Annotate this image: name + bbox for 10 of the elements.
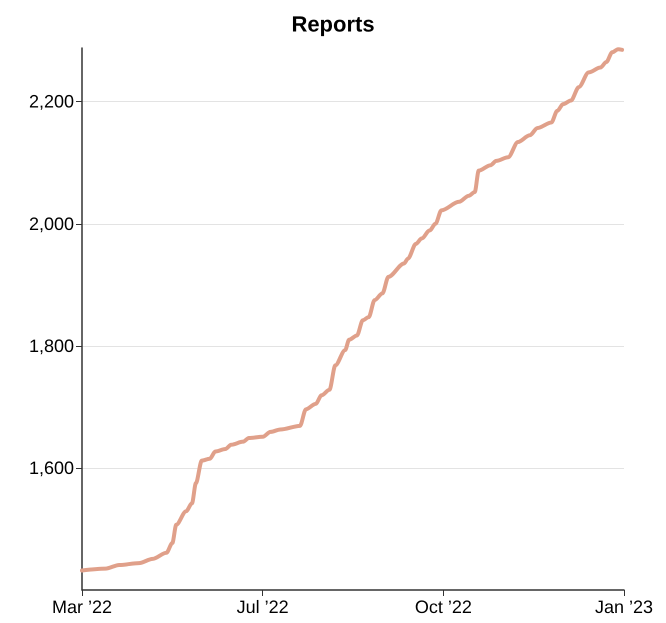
x-tick-label: Jul ’22 — [236, 597, 289, 617]
y-tick-label: 1,800 — [28, 336, 74, 356]
x-tick-label: Oct ’22 — [414, 597, 472, 617]
x-tick-label: Jan ’23 — [594, 597, 654, 617]
x-tick-label: Mar ’22 — [52, 597, 112, 617]
y-tick-label: 2,000 — [28, 214, 74, 234]
y-tick-label: 1,600 — [28, 458, 74, 478]
chart-title: Reports — [291, 12, 375, 36]
line-series — [80, 47, 624, 572]
y-tick-label: 2,200 — [28, 92, 74, 112]
